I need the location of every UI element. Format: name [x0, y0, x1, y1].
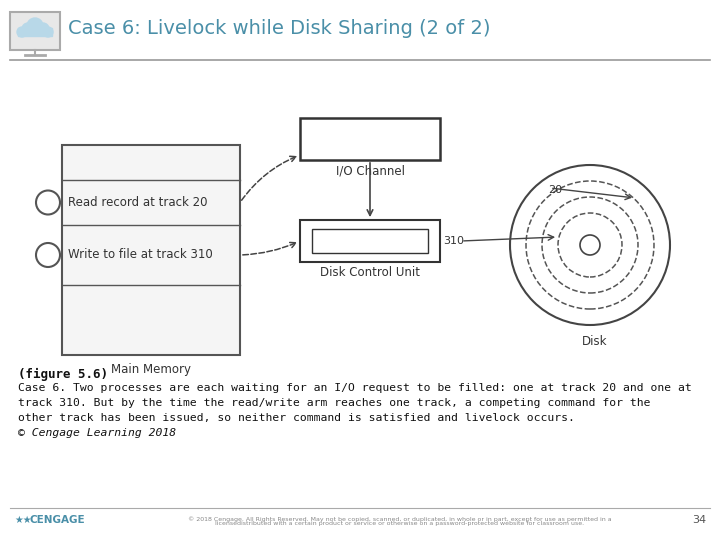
Text: Main Memory: Main Memory: [111, 363, 191, 376]
Circle shape: [17, 27, 27, 37]
Text: 310: 310: [443, 236, 464, 246]
Text: ★★: ★★: [14, 515, 32, 525]
Bar: [10, 12, 60, 50]
Circle shape: [510, 165, 670, 325]
Text: (figure 5.6): (figure 5.6): [18, 368, 108, 381]
Bar: [300, 220, 440, 262]
Bar: [62, 145, 240, 355]
Bar: [10, 12, 60, 50]
Text: 34: 34: [692, 515, 706, 525]
Text: Case 6. Two processes are each waiting for an I/O request to be filled: one at t: Case 6. Two processes are each waiting f…: [18, 383, 692, 393]
Bar: [300, 118, 440, 160]
Circle shape: [36, 243, 60, 267]
Bar: [312, 229, 428, 253]
Circle shape: [36, 191, 60, 214]
Text: © Cengage Learning 2018: © Cengage Learning 2018: [18, 428, 176, 438]
Text: CENGAGE: CENGAGE: [30, 515, 86, 525]
Circle shape: [22, 23, 34, 35]
Bar: [18, 28, 52, 36]
Text: Read record at track 20: Read record at track 20: [68, 196, 207, 209]
Text: 20: 20: [548, 185, 562, 195]
Text: Disk: Disk: [582, 335, 608, 348]
Text: P2: P2: [40, 248, 56, 261]
Text: Write to file at track 310: Write to file at track 310: [68, 248, 212, 261]
Text: track 310. But by the time the read/write arm reaches one track, a competing com: track 310. But by the time the read/writ…: [18, 398, 650, 408]
Text: licensedistributed with a certain product or service or otherwise on a password-: licensedistributed with a certain produc…: [215, 521, 585, 526]
Text: Case 6: Livelock while Disk Sharing (2 of 2): Case 6: Livelock while Disk Sharing (2 o…: [68, 18, 490, 37]
Text: I/O Channel: I/O Channel: [336, 164, 405, 177]
Circle shape: [580, 235, 600, 255]
Text: P1: P1: [40, 196, 56, 209]
Circle shape: [43, 27, 53, 37]
Circle shape: [37, 23, 49, 35]
Text: © 2018 Cengage. All Rights Reserved. May not be copied, scanned, or duplicated, : © 2018 Cengage. All Rights Reserved. May…: [188, 516, 612, 522]
Text: other track has been issued, so neither command is satisfied and livelock occurs: other track has been issued, so neither …: [18, 413, 575, 423]
Circle shape: [27, 18, 43, 34]
Text: Disk Control Unit: Disk Control Unit: [320, 266, 420, 279]
